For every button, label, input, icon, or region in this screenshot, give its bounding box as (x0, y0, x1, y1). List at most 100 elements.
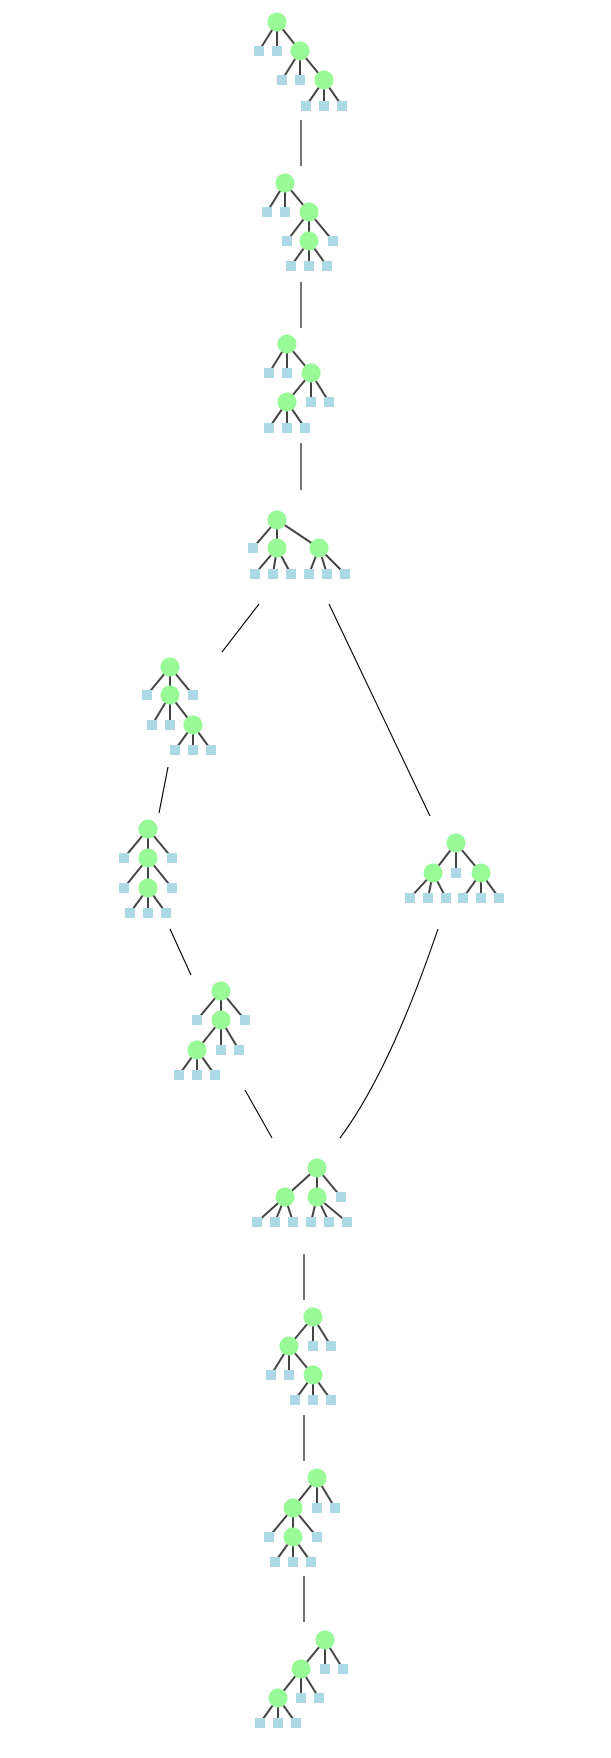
leaf-node (262, 207, 272, 217)
tree-layer (119, 12, 504, 1728)
leaf-node (326, 1341, 336, 1351)
leaf-node (188, 745, 198, 755)
leaf-node (296, 1693, 306, 1703)
leaf-node (119, 883, 129, 893)
connector-t7-t8 (169, 928, 192, 976)
leaf-node (312, 1503, 322, 1513)
leaf-node (268, 569, 278, 579)
tree-t9 (252, 1158, 352, 1227)
tree-t2 (262, 173, 338, 271)
tree-t1 (254, 12, 347, 111)
leaf-node (167, 853, 177, 863)
leaf-node (304, 261, 314, 271)
tree-t10 (266, 1307, 336, 1405)
tree-t8 (174, 981, 250, 1080)
leaf-node (324, 1217, 334, 1227)
leaf-node (300, 423, 310, 433)
internal-node (275, 1187, 295, 1207)
internal-node (277, 392, 297, 412)
leaf-node (142, 690, 152, 700)
leaf-node (282, 236, 292, 246)
leaf-node (147, 720, 157, 730)
internal-node (307, 1158, 327, 1178)
leaf-node (270, 1557, 280, 1567)
internal-node (299, 231, 319, 251)
leaf-node (291, 1718, 301, 1728)
leaf-node (286, 569, 296, 579)
leaf-node (306, 1557, 316, 1567)
leaf-node (288, 1557, 298, 1567)
leaf-node (423, 893, 433, 903)
leaf-node (282, 368, 292, 378)
internal-node (268, 1688, 288, 1708)
internal-node (303, 1307, 323, 1327)
internal-node (275, 173, 295, 193)
leaf-node (326, 1395, 336, 1405)
leaf-node (312, 1532, 322, 1542)
leaf-node (264, 368, 274, 378)
internal-node (315, 1630, 335, 1650)
leaf-node (282, 423, 292, 433)
leaf-node (174, 1070, 184, 1080)
leaf-node (240, 1015, 250, 1025)
internal-node (183, 715, 203, 735)
leaf-node (255, 1718, 265, 1728)
leaf-node (306, 397, 316, 407)
leaf-node (192, 1015, 202, 1025)
leaf-node (304, 569, 314, 579)
leaf-node (451, 868, 461, 878)
internal-node (309, 538, 329, 558)
leaf-node (188, 690, 198, 700)
leaf-node (264, 1532, 274, 1542)
internal-node (290, 41, 310, 61)
internal-node (303, 1365, 323, 1385)
internal-node (471, 863, 491, 883)
leaf-node (322, 261, 332, 271)
leaf-node (170, 745, 180, 755)
leaf-node (273, 1718, 283, 1728)
leaf-node (161, 908, 171, 918)
leaf-node (441, 893, 451, 903)
internal-node (301, 363, 321, 383)
internal-node (138, 819, 158, 839)
leaf-node (405, 893, 415, 903)
internal-node (138, 848, 158, 868)
leaf-node (119, 853, 129, 863)
leaf-node (192, 1070, 202, 1080)
leaf-node (306, 1217, 316, 1227)
internal-node (283, 1527, 303, 1547)
internal-node (307, 1468, 327, 1488)
internal-node (283, 1498, 303, 1518)
internal-node (291, 1659, 311, 1679)
leaf-node (324, 397, 334, 407)
leaf-node (319, 101, 329, 111)
leaf-node (338, 1664, 348, 1674)
leaf-node (476, 893, 486, 903)
tree-t5 (142, 657, 216, 755)
leaf-node (340, 569, 350, 579)
internal-node (187, 1040, 207, 1060)
internal-node (160, 657, 180, 677)
leaf-node (210, 1070, 220, 1080)
connector-t4-t6 (328, 603, 431, 817)
internal-node (314, 70, 334, 90)
leaf-node (167, 883, 177, 893)
tree-t11 (264, 1468, 340, 1567)
leaf-node (165, 720, 175, 730)
leaf-node (270, 1217, 280, 1227)
internal-node (211, 1010, 231, 1030)
internal-node (211, 981, 231, 1001)
internal-node (423, 863, 443, 883)
leaf-node (458, 893, 468, 903)
internal-node (267, 538, 287, 558)
leaf-node (320, 1664, 330, 1674)
leaf-node (248, 543, 258, 553)
internal-node (277, 334, 297, 354)
connector-t4-t5 (221, 603, 260, 653)
internal-node (138, 878, 158, 898)
leaf-node (295, 75, 305, 85)
leaf-node (308, 1395, 318, 1405)
leaf-node (206, 745, 216, 755)
leaf-node (308, 1341, 318, 1351)
leaf-node (288, 1217, 298, 1227)
